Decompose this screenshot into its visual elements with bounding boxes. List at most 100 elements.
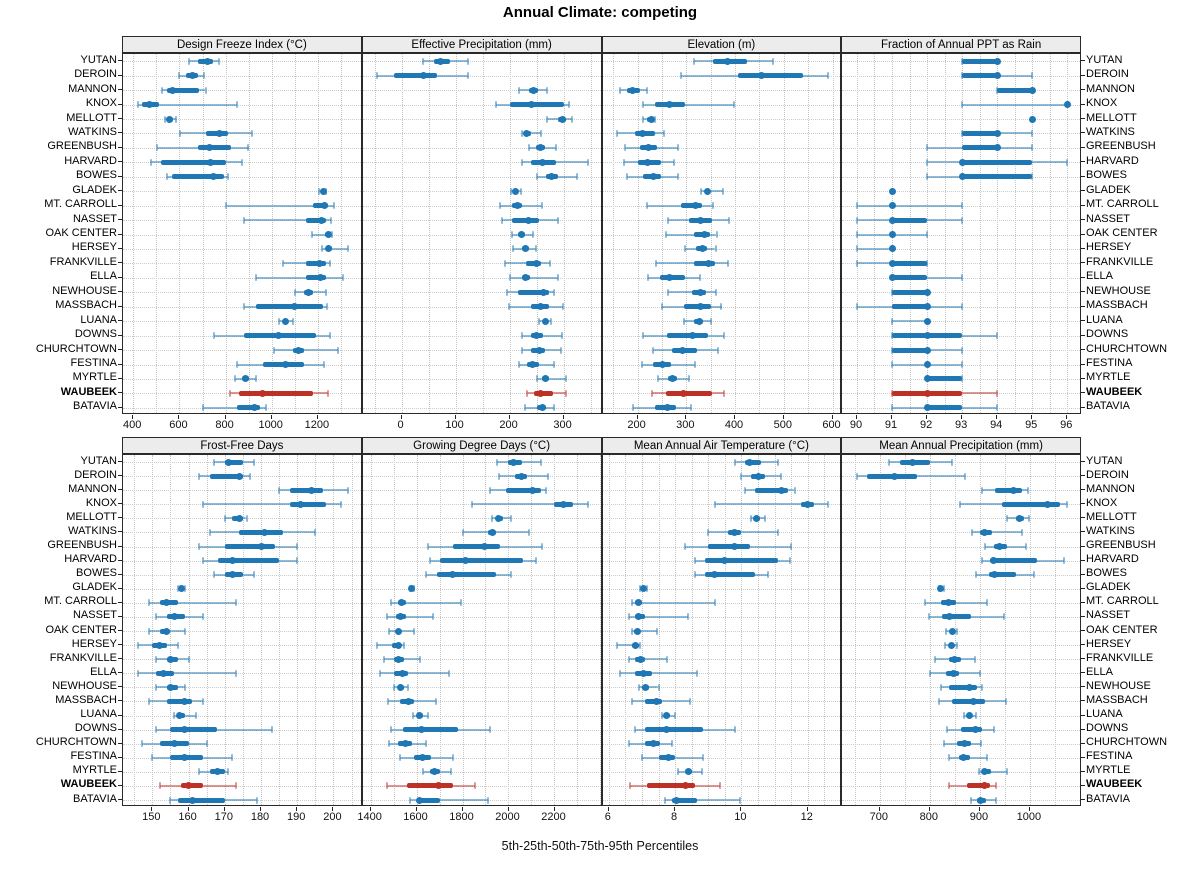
whisker-cap	[212, 458, 215, 466]
whisker-cap	[520, 158, 523, 166]
whisker-cap	[664, 796, 667, 804]
iqr-bar	[665, 390, 712, 396]
station-label: MELLOTT	[1086, 510, 1137, 523]
whisker-cap	[413, 627, 416, 635]
median-dot	[418, 754, 426, 762]
station-label: WAUBEEK	[1086, 778, 1143, 791]
whisker-cap	[254, 274, 257, 282]
row-gridline	[602, 757, 841, 759]
median-dot	[658, 361, 666, 368]
x-axis-tick	[508, 415, 510, 419]
gridline	[1004, 455, 1006, 805]
median-dot	[145, 101, 153, 108]
whisker-cap	[956, 641, 959, 649]
whisker-cap	[713, 599, 716, 607]
whisker-line	[620, 672, 697, 675]
whisker-cap	[887, 458, 890, 466]
whisker-cap	[981, 557, 984, 565]
whisker-cap	[518, 86, 521, 94]
panel-strip: Design Freeze Index (°C)	[122, 36, 362, 53]
row-gridline	[842, 546, 1080, 548]
whisker-cap	[422, 768, 425, 776]
whisker-cap	[296, 543, 299, 550]
station-label: LUANA	[1086, 313, 1123, 326]
gridline	[824, 455, 826, 805]
whisker-cap	[175, 115, 178, 123]
y-axis-tick	[1081, 132, 1085, 134]
whisker-cap	[236, 361, 239, 368]
x-axis-tick-label: 2200	[541, 811, 566, 823]
x-axis-tick	[996, 415, 998, 419]
whisker-cap	[631, 404, 634, 412]
median-dot	[977, 796, 985, 804]
gridline	[741, 455, 743, 805]
station-label: HARVARD	[64, 154, 117, 167]
whisker-cap	[194, 712, 197, 719]
station-label: YUTAN	[1086, 53, 1123, 66]
row-gridline	[362, 378, 601, 380]
whisker-cap	[767, 571, 769, 579]
whisker-cap	[539, 458, 542, 466]
y-axis-tick	[1081, 531, 1085, 533]
y-axis-tick	[118, 517, 122, 519]
median-dot	[1028, 115, 1036, 123]
row-gridline	[602, 476, 841, 478]
whisker-cap	[541, 202, 544, 210]
gridline	[225, 54, 227, 413]
whisker-cap	[1031, 144, 1034, 152]
gridline	[531, 455, 533, 805]
median-dot	[981, 768, 989, 776]
row-gridline	[362, 757, 601, 759]
whisker-cap	[249, 472, 252, 480]
panel	[122, 53, 362, 414]
x-axis-tick	[223, 807, 225, 811]
gridline	[979, 455, 981, 805]
median-dot	[698, 245, 706, 253]
whisker-cap	[217, 57, 220, 65]
whisker-cap	[750, 514, 753, 522]
median-dot	[684, 768, 692, 776]
median-dot	[448, 571, 456, 579]
whisker-cap	[726, 259, 729, 267]
whisker-cap	[553, 288, 556, 296]
y-axis-tick	[1081, 334, 1085, 336]
station-label: LUANA	[80, 313, 117, 326]
gridline	[224, 455, 226, 805]
iqr-bar	[439, 558, 524, 564]
whisker-cap	[673, 158, 676, 166]
median-dot	[981, 528, 989, 536]
whisker-cap	[690, 404, 693, 412]
whisker-line	[856, 247, 893, 250]
station-label: GLADEK	[1086, 183, 1131, 196]
y-axis-tick	[118, 531, 122, 533]
x-axis-tick	[1031, 415, 1033, 419]
median-dot	[166, 115, 174, 123]
gridline	[832, 54, 834, 413]
median-dot	[282, 361, 290, 368]
row-gridline	[362, 75, 601, 77]
gridline	[279, 455, 281, 805]
whisker-line	[892, 276, 963, 279]
whisker-cap	[977, 768, 980, 776]
row-gridline	[602, 715, 841, 717]
gridline	[608, 455, 610, 805]
row-gridline	[842, 191, 1080, 193]
y-axis-tick	[118, 587, 122, 589]
row-gridline	[362, 234, 601, 236]
whisker-cap	[699, 274, 701, 282]
y-axis-tick	[1081, 262, 1085, 264]
x-axis-tick	[461, 807, 463, 811]
x-axis-tick	[562, 415, 564, 419]
whisker-cap	[962, 712, 965, 719]
y-axis-tick	[1081, 644, 1085, 646]
median-dot	[1043, 500, 1051, 508]
whisker-cap	[790, 543, 793, 550]
median-dot	[644, 144, 652, 152]
station-label: NASSET	[72, 212, 117, 225]
median-dot	[224, 458, 232, 466]
y-axis-tick	[118, 799, 122, 800]
median-dot	[888, 245, 896, 253]
y-axis-tick	[118, 728, 122, 730]
whisker-cap	[568, 101, 571, 108]
x-axis-tick	[178, 415, 180, 419]
